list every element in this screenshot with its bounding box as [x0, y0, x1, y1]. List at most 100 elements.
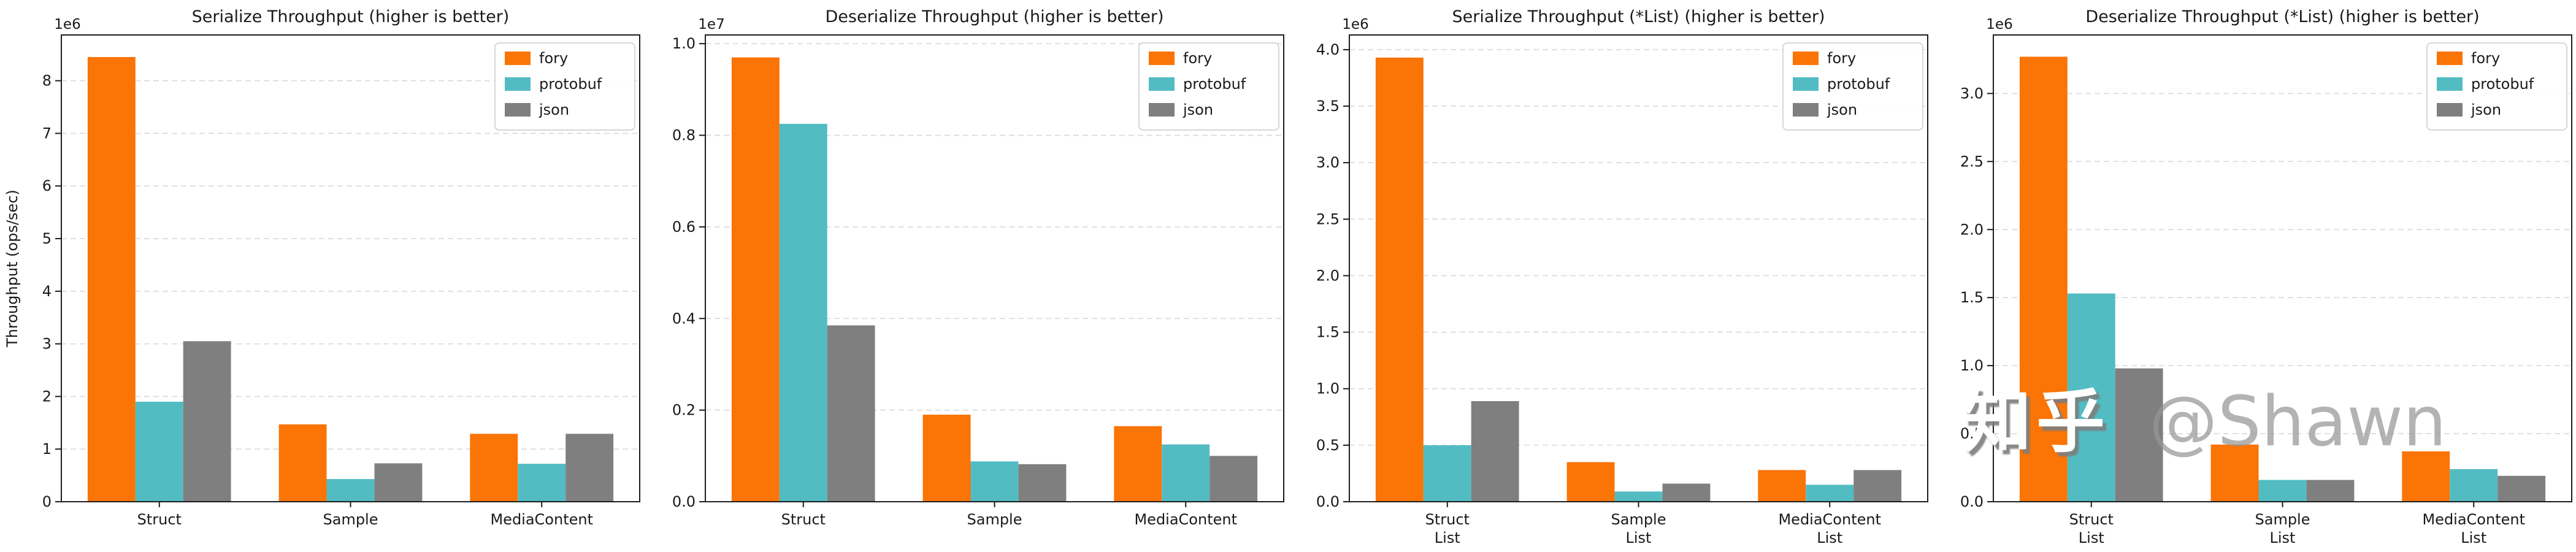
chart-panel-deserialize-list: 0.0 0.5 1.0 1.5 2.0 2.5 3.0 Struct List Sample Lis… — [1932, 0, 2576, 552]
bar-json-1 — [1662, 483, 1711, 502]
bar-json-2 — [2497, 475, 2546, 502]
chart-deserialize-throughput: 0.0 0.2 0.4 0.6 0.8 1.0 Struct Sample MediaConte… — [672, 7, 1284, 528]
x-category-label: List — [2461, 529, 2486, 546]
y-tick-label: 0.8 — [672, 127, 696, 144]
y-tick-label: 3.0 — [1316, 154, 1340, 171]
bar-json-0 — [1471, 401, 1519, 502]
y-tick-label: 5 — [42, 230, 52, 247]
legend-swatch-fory — [1793, 52, 1819, 65]
legend-swatch-json — [1149, 103, 1175, 117]
y-tick-label: 4 — [42, 283, 52, 300]
x-category-label: Sample — [967, 511, 1022, 528]
bar-json-1 — [2306, 480, 2355, 502]
x-category-label: Sample — [323, 511, 378, 528]
chart-title: Deserialize Throughput (higher is better… — [825, 7, 1163, 26]
bar-fory-2 — [2402, 451, 2450, 502]
chart-deserialize-list-throughput: 0.00.51.01.52.02.53.0StructListSampleLis… — [1960, 7, 2572, 546]
x-category-label: MediaContent — [1778, 511, 1881, 528]
legend-swatch-json — [2437, 103, 2463, 117]
bar-protobuf-2 — [1162, 444, 1210, 502]
legend-swatch-protobuf — [2437, 77, 2463, 91]
y-tick-label: 2 — [42, 388, 52, 405]
bar-protobuf-0 — [2067, 293, 2115, 502]
chart-panel-deserialize: 0.0 0.2 0.4 0.6 0.8 1.0 Struct Sample MediaConte… — [644, 0, 1288, 552]
legend-swatch-protobuf — [1793, 77, 1819, 91]
axis-offset-label: 1e6 — [54, 17, 80, 33]
legend-label-json: json — [1827, 101, 1857, 118]
bar-protobuf-0 — [779, 123, 827, 502]
chart-panel-serialize-list: 0.0 0.5 1.0 1.5 2.0 2.5 3.0 3.5 4.0 Struct List Sam… — [1288, 0, 1932, 552]
legend-swatch-protobuf — [505, 77, 531, 91]
bar-fory-2 — [470, 434, 518, 502]
bar-json-0 — [2115, 368, 2163, 502]
legend-label-protobuf: protobuf — [1183, 75, 1246, 93]
bar-protobuf-1 — [970, 461, 1019, 502]
bar-json-1 — [374, 463, 423, 502]
y-tick-label: 2.5 — [1960, 153, 1984, 170]
legend-label-fory: fory — [1183, 50, 1212, 67]
bar-fory-2 — [1114, 426, 1162, 502]
x-category-label: Sample — [2255, 511, 2310, 528]
y-tick-label: 2.5 — [1316, 210, 1340, 228]
legend-label-json: json — [1183, 101, 1213, 118]
y-tick-label: 3.5 — [1316, 98, 1340, 115]
legend-swatch-json — [1793, 103, 1819, 117]
y-axis-label: Throughput (ops/sec) — [4, 190, 21, 348]
bar-json-0 — [827, 325, 875, 502]
bar-fory-1 — [278, 424, 327, 502]
bar-protobuf-1 — [1614, 491, 1663, 502]
bar-protobuf-0 — [135, 402, 183, 502]
chart-title: Serialize Throughput (*List) (higher is … — [1452, 7, 1825, 26]
bar-json-1 — [1018, 464, 1067, 502]
y-tick-label: 1.0 — [672, 35, 696, 52]
x-category-label: Struct — [781, 511, 826, 528]
x-category-label: MediaContent — [1134, 511, 1237, 528]
y-tick-label: 1 — [42, 440, 52, 458]
legend: fory protobuf json — [494, 42, 635, 131]
legend-label-json: json — [2471, 101, 2501, 118]
legend-label-fory: fory — [539, 50, 568, 67]
chart-serialize-list-throughput: 0.00.51.01.52.02.53.03.54.0StructListSam… — [1316, 7, 1928, 546]
legend-label-protobuf: protobuf — [1827, 75, 1890, 93]
bar-fory-1 — [1566, 462, 1615, 502]
x-category-label: List — [1626, 529, 1652, 546]
chart-serialize-throughput: 0 1 2 3 4 5 6 7 8 Struct Sample MediaContent 1e6 Seri… — [4, 7, 640, 528]
bar-fory-0 — [731, 57, 780, 502]
chart-title: Serialize Throughput (higher is better) — [192, 7, 510, 26]
legend: fory protobuf json — [1782, 42, 1923, 131]
legend-swatch-json — [505, 103, 531, 117]
y-tick-label: 0.5 — [1960, 425, 1984, 442]
x-category-label: Struct — [137, 511, 182, 528]
legend-label-protobuf: protobuf — [539, 75, 602, 93]
bar-protobuf-0 — [1423, 445, 1471, 502]
bar-protobuf-1 — [2258, 480, 2307, 502]
x-category-label: Struct — [1425, 511, 1470, 528]
y-tick-label: 3 — [42, 335, 52, 353]
chart-title: Deserialize Throughput (*List) (higher i… — [2085, 7, 2479, 26]
y-tick-label: 0.2 — [672, 402, 696, 419]
y-tick-label: 0.0 — [672, 493, 696, 510]
y-tick-label: 0.6 — [672, 218, 696, 236]
legend: fory protobuf json — [2426, 42, 2567, 131]
legend-label-json: json — [539, 101, 569, 118]
legend-swatch-fory — [2437, 52, 2463, 65]
legend-swatch-fory — [505, 52, 531, 65]
y-tick-label: 4.0 — [1316, 41, 1340, 58]
y-tick-label: 8 — [42, 72, 52, 90]
bar-fory-0 — [1375, 57, 1424, 502]
legend-label-protobuf: protobuf — [2471, 75, 2534, 93]
y-tick-label: 0.0 — [1960, 493, 1984, 510]
y-tick-label: 1.5 — [1960, 289, 1984, 306]
bar-fory-2 — [1758, 470, 1806, 502]
y-tick-label: 0.0 — [1316, 493, 1340, 510]
x-category-label: MediaContent — [2422, 511, 2525, 528]
bar-fory-0 — [87, 57, 136, 502]
y-tick-label: 1.5 — [1316, 324, 1340, 341]
bar-protobuf-2 — [2450, 469, 2498, 502]
y-tick-label: 6 — [42, 177, 52, 194]
legend-label-fory: fory — [1827, 50, 1856, 67]
y-tick-label: 2.0 — [1316, 267, 1340, 284]
bar-json-2 — [1853, 470, 1902, 502]
axis-offset-label: 1e7 — [698, 17, 724, 33]
